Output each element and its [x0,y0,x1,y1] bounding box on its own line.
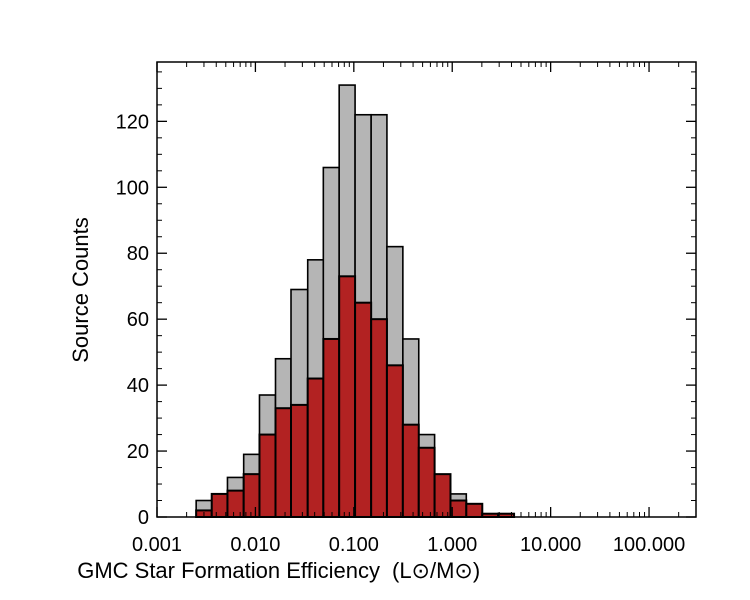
bar-red-9 [338,275,357,518]
bar-red-10 [354,301,373,518]
y-axis-title: Source Counts [68,217,93,363]
x-tick-label-0: 0.001 [132,534,182,556]
bar-red-17 [465,502,484,518]
x-tick-label-5: 100.000 [613,534,685,556]
bar-red-6 [290,403,309,518]
y-tick-label-2: 40 [127,375,149,397]
axis-ticks [156,62,696,518]
x-tick-label-4: 10.000 [520,534,581,556]
y-tick-label-3: 60 [127,309,149,331]
bar-red-7 [306,377,325,518]
bar-red-15 [433,473,452,519]
x-tick-label-3: 1.000 [427,534,477,556]
bar-red-2 [226,489,245,518]
bar-red-3 [242,473,261,519]
axis-tick-labels: 0.001 0.010 0.100 1.000 10.000 100.000 0 20 40 60… [116,111,686,556]
x-axis-title: GMC Star Formation Efficiency [77,558,380,583]
bar-red-11 [370,318,388,519]
plot-frame [156,61,697,518]
bar-red-13 [401,423,420,518]
x-tick-label-1: 0.010 [230,534,280,556]
x-axis-units: (L⊙/M⊙) [392,558,480,583]
y-tick-label-5: 100 [116,177,149,199]
y-tick-label-6: 120 [116,111,149,133]
bar-red-14 [417,446,436,519]
bar-red-8 [322,337,341,518]
x-tick-label-2: 0.100 [329,534,379,556]
bar-red-4 [258,433,277,519]
bar-red-5 [274,407,293,519]
bar-red-1 [210,492,229,519]
y-tick-label-1: 20 [127,441,149,463]
y-tick-label-4: 80 [127,243,149,265]
y-tick-label-0: 0 [138,507,149,529]
series-red-bars [195,275,516,519]
bar-red-12 [385,364,404,518]
